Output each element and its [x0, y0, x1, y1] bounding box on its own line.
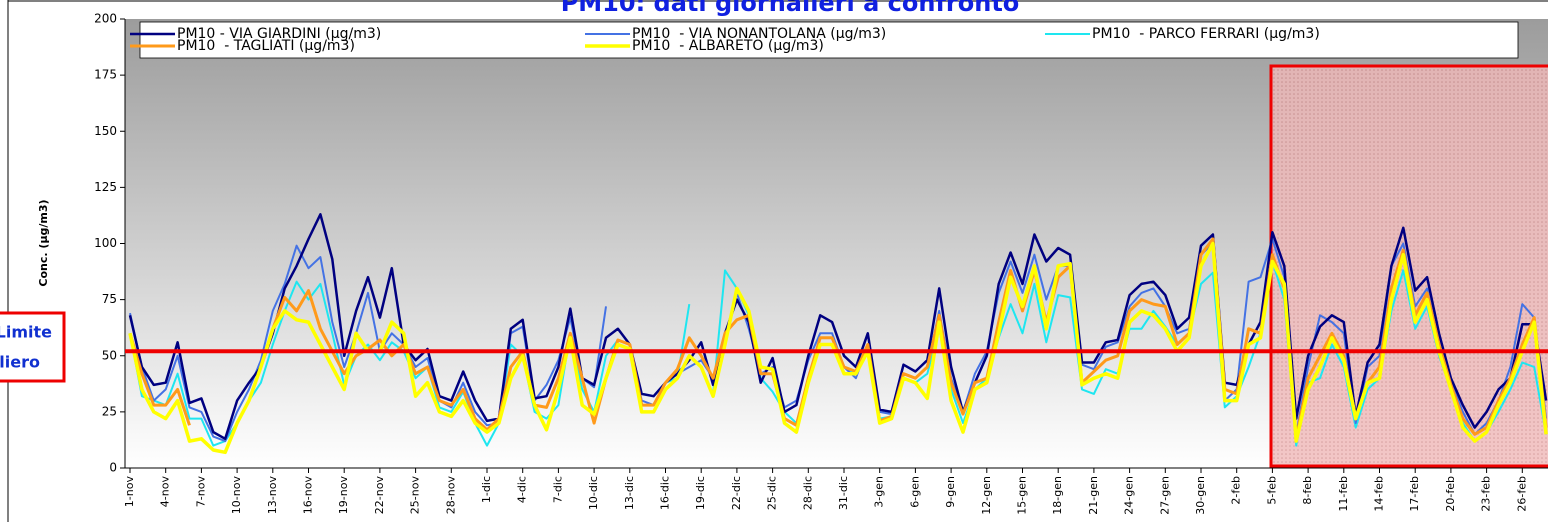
x-tick-label: 8-feb	[1301, 476, 1314, 505]
x-tick-label: 12-gen	[980, 476, 993, 515]
series-line	[128, 237, 1548, 441]
x-tick-label: 22-nov	[373, 476, 386, 515]
annotation-text: Limite	[0, 323, 52, 342]
x-tick-label: 4-nov	[159, 476, 172, 508]
x-tick-label: 10-dic	[587, 476, 600, 510]
x-tick-label: 3-gen	[873, 476, 886, 508]
legend-label: PM10 - VIA NONANTOLANA (µg/m3)	[632, 26, 886, 42]
x-tick-label: 19-nov	[337, 476, 350, 515]
x-tick-label: 31-dic	[837, 476, 850, 510]
x-tick-label: 15-gen	[1016, 476, 1029, 515]
x-tick-label: 1-nov	[123, 476, 136, 508]
annotation-text: giornaliero	[0, 353, 40, 372]
x-tick-label: 7-nov	[194, 476, 207, 508]
x-tick-label: 25-nov	[409, 476, 422, 515]
x-tick-label: 24-gen	[1123, 476, 1136, 515]
x-tick-label: 14-feb	[1373, 476, 1386, 512]
y-tick-label: 75	[102, 292, 117, 306]
x-tick-label: 21-gen	[1087, 476, 1100, 515]
x-tick-label: 17-feb	[1408, 476, 1421, 512]
legend	[139, 21, 1519, 59]
chart-title: PM10: dati giornalieri a confronto	[561, 0, 1020, 17]
y-tick-label: 100	[94, 236, 117, 250]
x-tick-label: 16-nov	[302, 476, 315, 515]
series-line	[128, 241, 1548, 455]
x-tick-label: 9-gen	[944, 476, 957, 508]
y-tick-label: 25	[102, 404, 117, 418]
x-tick-label: 23-feb	[1480, 476, 1493, 512]
y-tick-label: 50	[102, 348, 117, 362]
x-tick-label: 11-feb	[1337, 476, 1350, 512]
y-tick-label: 125	[94, 180, 117, 194]
x-tick-label: 6-gen	[908, 476, 921, 508]
x-tick-label: 10-nov	[230, 476, 243, 515]
y-tick-label: 200	[94, 12, 117, 26]
y-tick-label: 150	[94, 124, 117, 138]
x-tick-label: 1-dic	[480, 476, 493, 503]
y-tick-label: 175	[94, 68, 117, 82]
x-tick-label: 16-dic	[659, 476, 672, 510]
y-axis-title: Conc. (µg/m3)	[37, 199, 50, 286]
legend-label: PM10 - TAGLIATI (µg/m3)	[177, 38, 355, 54]
legend-label: PM10 - ALBARETO (µg/m3)	[632, 38, 824, 54]
x-tick-label: 22-dic	[730, 476, 743, 510]
x-tick-label: 28-dic	[801, 476, 814, 510]
x-tick-label: 4-dic	[516, 476, 529, 503]
x-tick-label: 28-nov	[444, 476, 457, 515]
x-tick-label: 18-gen	[1051, 476, 1064, 515]
x-tick-label: 19-dic	[694, 476, 707, 510]
x-tick-label: 26-feb	[1515, 476, 1528, 512]
x-tick-label: 30-gen	[1194, 476, 1207, 515]
legend-label: PM10 - VIA GIARDINI (µg/m3)	[177, 26, 381, 42]
x-tick-label: 13-dic	[623, 476, 636, 510]
x-tick-label: 27-gen	[1158, 476, 1171, 515]
x-tick-label: 25-dic	[766, 476, 779, 510]
annotation-box	[0, 311, 66, 383]
x-tick-label: 7-dic	[551, 476, 564, 503]
x-tick-label: 2-feb	[1230, 476, 1243, 505]
x-tick-label: 20-feb	[1444, 476, 1457, 512]
y-tick-label: 0	[109, 461, 117, 475]
x-tick-label: 5-feb	[1265, 476, 1278, 505]
x-tick-label: 13-nov	[266, 476, 279, 515]
legend-label: PM10 - PARCO FERRARI (µg/m3)	[1092, 26, 1320, 42]
